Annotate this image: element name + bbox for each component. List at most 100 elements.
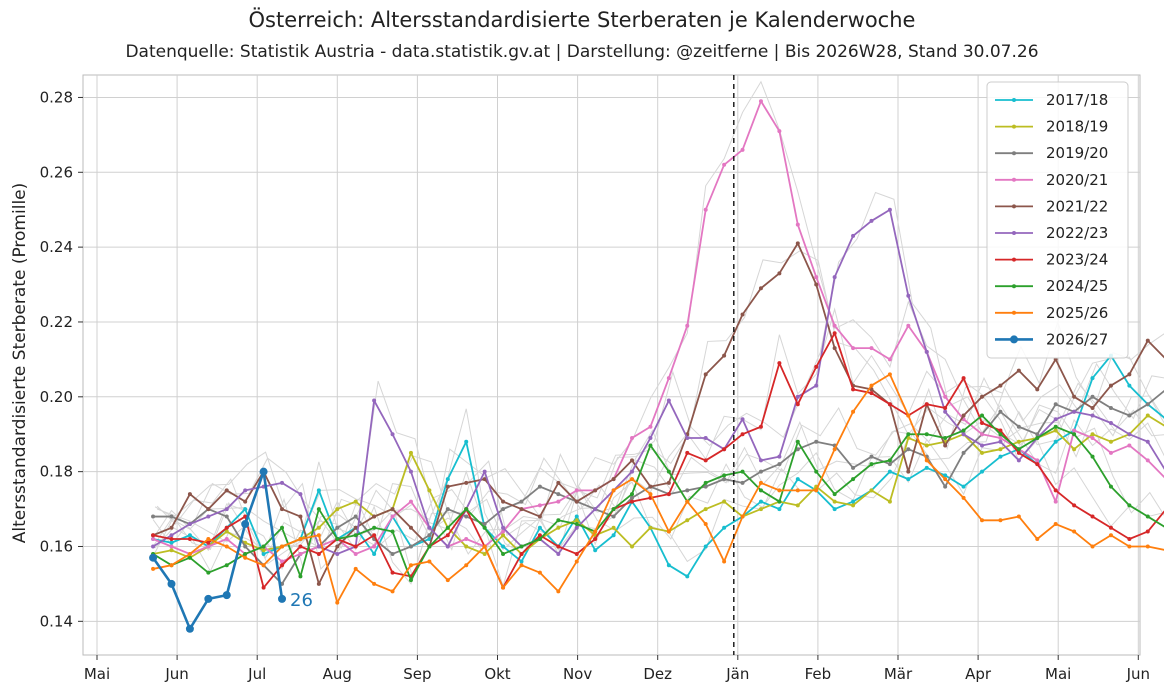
legend-entry: 2017/18 — [995, 91, 1108, 109]
data-point — [1145, 439, 1150, 444]
data-point — [1127, 372, 1132, 377]
data-point — [335, 537, 340, 541]
data-point — [206, 570, 211, 575]
data-point — [187, 551, 192, 556]
x-tick-label: Jän — [725, 665, 749, 683]
data-point — [832, 275, 837, 280]
data-point — [630, 544, 635, 549]
data-point — [906, 293, 911, 298]
data-point — [611, 488, 616, 493]
data-point — [685, 518, 690, 523]
data-point — [298, 551, 303, 556]
data-point — [204, 594, 213, 603]
data-point — [1090, 432, 1095, 437]
data-point — [427, 537, 432, 541]
chart-title: Österreich: Altersstandardisierte Sterbe… — [248, 8, 916, 32]
data-point — [851, 409, 856, 414]
legend-marker — [1012, 204, 1016, 209]
data-point — [1035, 537, 1040, 541]
data-point — [1053, 417, 1058, 422]
data-point — [482, 477, 487, 482]
data-point — [353, 514, 358, 519]
data-point — [574, 518, 579, 523]
data-point — [722, 473, 727, 478]
data-point — [1108, 484, 1113, 489]
data-point — [998, 409, 1003, 414]
data-point — [537, 484, 542, 489]
legend-label: 2018/19 — [1046, 118, 1108, 136]
data-point — [924, 443, 929, 448]
data-point — [666, 469, 671, 474]
data-point — [206, 507, 211, 512]
data-point — [185, 624, 194, 633]
data-point — [280, 507, 285, 512]
legend-entry: 2021/22 — [995, 197, 1108, 215]
data-point — [298, 544, 303, 549]
data-point — [427, 544, 432, 549]
data-point — [482, 551, 487, 556]
data-point — [261, 551, 266, 556]
data-point — [758, 488, 763, 493]
data-point — [630, 469, 635, 474]
data-point — [1016, 424, 1021, 429]
data-point — [703, 435, 708, 440]
data-point — [998, 518, 1003, 523]
data-point — [206, 537, 211, 541]
data-point — [169, 540, 174, 545]
data-point — [280, 480, 285, 485]
data-point — [169, 533, 174, 538]
data-point — [445, 578, 450, 583]
x-tick-label: Nov — [563, 665, 592, 683]
data-point — [814, 364, 819, 369]
data-point — [611, 477, 616, 482]
data-point — [740, 514, 745, 519]
data-point — [445, 525, 450, 530]
data-point — [869, 454, 874, 459]
data-point — [851, 346, 856, 351]
data-point — [501, 499, 506, 504]
data-point — [151, 566, 156, 571]
data-point — [298, 537, 303, 541]
data-point — [1145, 338, 1150, 343]
data-point — [666, 480, 671, 485]
data-point — [666, 376, 671, 381]
data-point — [943, 473, 948, 478]
data-point — [224, 525, 229, 530]
data-point — [887, 357, 892, 362]
data-point — [777, 499, 782, 504]
data-point — [722, 447, 727, 452]
data-point — [795, 402, 800, 407]
legend-entry: 2024/25 — [995, 277, 1108, 295]
data-point — [222, 591, 231, 600]
data-point — [187, 537, 192, 541]
data-point — [464, 480, 469, 485]
data-point — [464, 544, 469, 549]
data-point — [998, 435, 1003, 440]
data-point — [241, 520, 250, 529]
data-point — [980, 413, 985, 418]
legend-entry: 2020/21 — [995, 171, 1108, 189]
data-point — [464, 507, 469, 512]
data-point — [832, 323, 837, 328]
data-point — [1016, 450, 1021, 455]
data-point — [151, 544, 156, 549]
data-point — [353, 551, 358, 556]
data-point — [887, 462, 892, 467]
legend-box — [986, 81, 1129, 359]
data-point — [1053, 439, 1058, 444]
data-point — [390, 529, 395, 534]
data-point — [372, 525, 377, 530]
data-point — [1016, 368, 1021, 373]
data-point — [740, 480, 745, 485]
data-point — [390, 514, 395, 519]
legend: 2017/18 2018/19 2019/20 2020/21 2021/22 2022/… — [986, 81, 1129, 359]
data-point — [685, 323, 690, 328]
data-point — [630, 495, 635, 500]
data-point — [574, 551, 579, 556]
data-point — [998, 454, 1003, 459]
data-point — [574, 488, 579, 493]
data-point — [943, 477, 948, 482]
data-point — [316, 581, 321, 586]
data-point — [1090, 376, 1095, 381]
